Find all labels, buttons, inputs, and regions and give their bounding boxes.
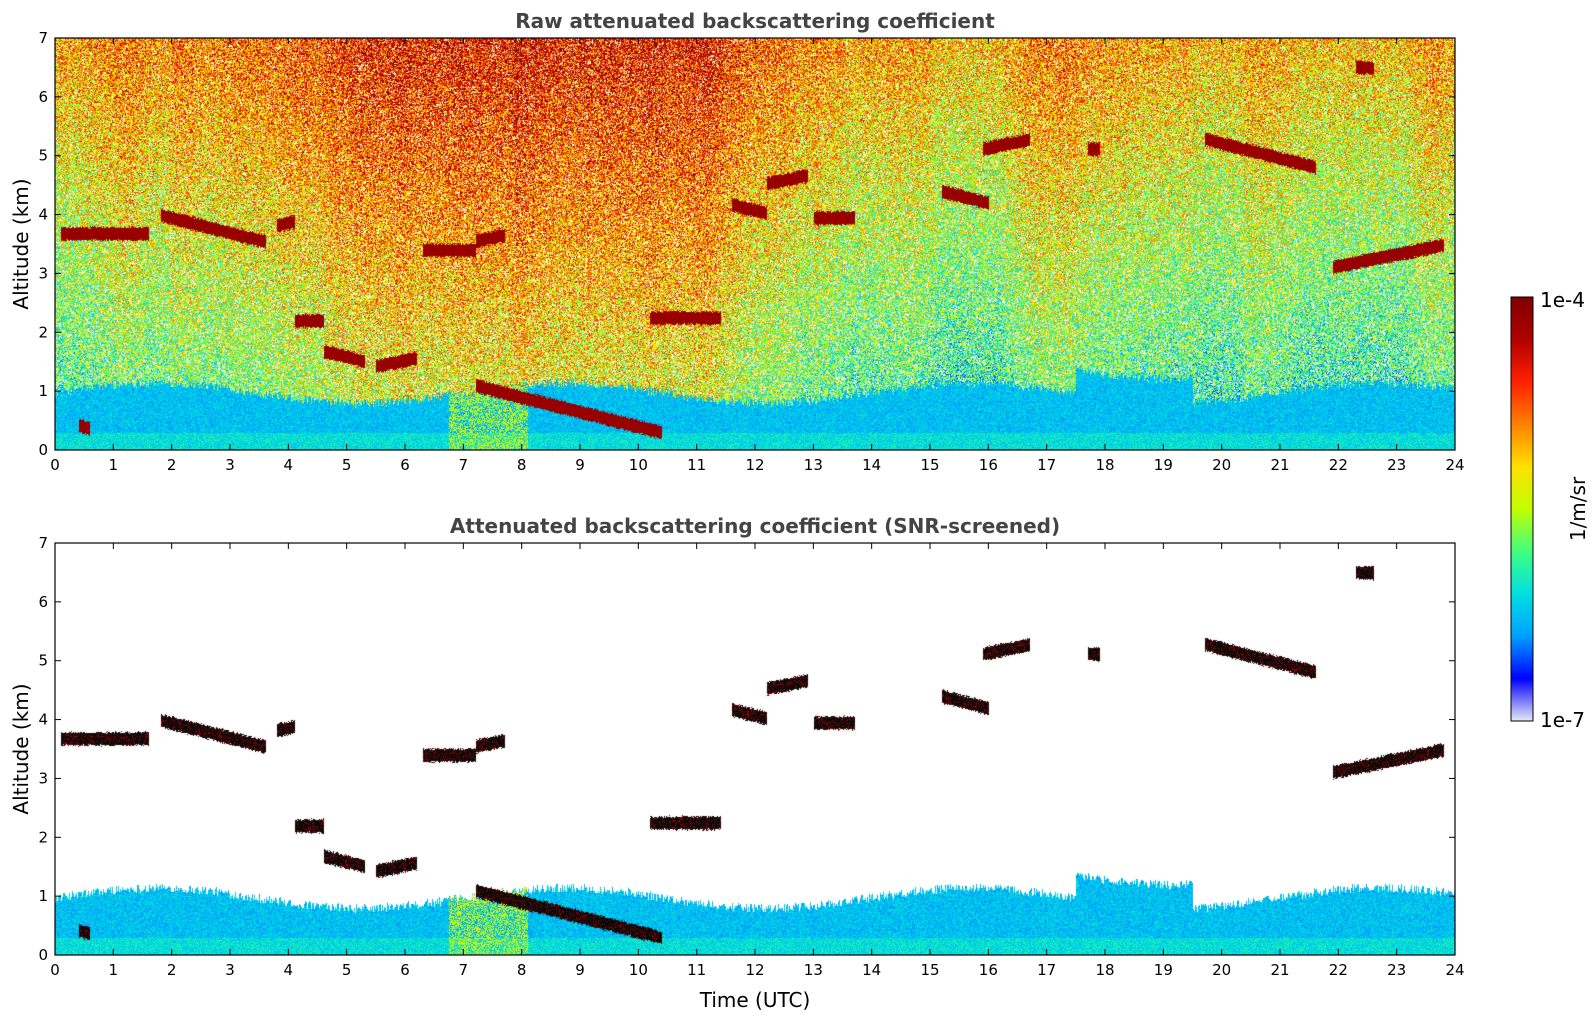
x-tick-label: 19 (1154, 456, 1173, 474)
x-tick-label: 20 (1212, 961, 1231, 979)
x-tick-label: 14 (862, 456, 881, 474)
x-tick-label: 3 (225, 961, 235, 979)
x-tick-label: 0 (50, 456, 60, 474)
colorbar-gradient (1510, 296, 1534, 722)
y-tick-label: 0 (38, 441, 48, 459)
x-tick-label: 18 (1095, 456, 1114, 474)
x-tick-label: 15 (920, 961, 939, 979)
x-tick-label: 1 (109, 961, 119, 979)
x-tick-label: 10 (629, 456, 648, 474)
colorbar-min-label: 1e-7 (1540, 708, 1585, 732)
y-axis-raw: 0 1 2 3 4 5 6 7 (38, 29, 1455, 459)
x-tick-label: 9 (575, 961, 585, 979)
x-tick-label: 15 (920, 456, 939, 474)
y-tick-label: 2 (38, 828, 48, 846)
y-tick-label: 7 (38, 534, 48, 552)
colorbar: 1e-4 1e-7 1/m/sr (1510, 288, 1590, 732)
x-axis-raw: 0 1 2 3 4 5 6 7 8 9 10 11 12 13 14 15 16 17 18 19 20 21 22 23 24 (50, 38, 1465, 474)
x-tick-label: 0 (50, 961, 60, 979)
x-tick-label: 9 (575, 456, 585, 474)
x-axis-label: Time (UTC) (699, 988, 811, 1012)
x-tick-label: 19 (1154, 961, 1173, 979)
x-tick-label: 22 (1329, 961, 1348, 979)
x-tick-label: 24 (1445, 456, 1464, 474)
x-tick-label: 11 (687, 961, 706, 979)
colorbar-max-label: 1e-4 (1540, 288, 1585, 312)
x-tick-label: 8 (517, 456, 527, 474)
x-tick-label: 16 (979, 456, 998, 474)
chart-title-screened: Attenuated backscattering coefficient (S… (450, 514, 1060, 538)
x-tick-label: 13 (804, 961, 823, 979)
x-tick-label: 10 (629, 961, 648, 979)
x-tick-label: 3 (225, 456, 235, 474)
x-tick-label: 8 (517, 961, 527, 979)
y-tick-label: 5 (38, 652, 48, 670)
x-tick-label: 21 (1270, 961, 1289, 979)
panel-raw: Raw attenuated backscattering coefficien… (9, 9, 1465, 474)
x-tick-label: 22 (1329, 456, 1348, 474)
y-axis-label-raw: Altitude (km) (9, 178, 33, 309)
x-tick-label: 11 (687, 456, 706, 474)
y-tick-label: 3 (38, 769, 48, 787)
y-tick-label: 4 (38, 711, 48, 729)
x-tick-label: 12 (745, 961, 764, 979)
y-tick-label: 6 (38, 88, 48, 106)
y-tick-label: 1 (38, 382, 48, 400)
x-tick-label: 7 (459, 961, 469, 979)
x-tick-label: 1 (109, 456, 119, 474)
y-axis-screened: 0 1 2 3 4 5 6 7 (38, 534, 1455, 964)
x-tick-label: 13 (804, 456, 823, 474)
x-tick-label: 6 (400, 456, 410, 474)
y-tick-label: 2 (38, 323, 48, 341)
y-tick-label: 1 (38, 887, 48, 905)
x-tick-label: 7 (459, 456, 469, 474)
x-tick-label: 18 (1095, 961, 1114, 979)
y-tick-label: 7 (38, 29, 48, 47)
panel-screened: Attenuated backscattering coefficient (S… (9, 514, 1465, 1012)
x-tick-label: 17 (1037, 961, 1056, 979)
y-axis-label-screened: Altitude (km) (9, 683, 33, 814)
x-tick-label: 20 (1212, 456, 1231, 474)
y-tick-label: 0 (38, 946, 48, 964)
x-tick-label: 21 (1270, 456, 1289, 474)
x-tick-label: 5 (342, 456, 352, 474)
x-tick-label: 23 (1387, 961, 1406, 979)
x-tick-label: 23 (1387, 456, 1406, 474)
y-tick-label: 3 (38, 264, 48, 282)
x-tick-label: 5 (342, 961, 352, 979)
heatmap-raw (55, 38, 1455, 450)
chart-title-raw: Raw attenuated backscattering coefficien… (515, 9, 995, 33)
x-tick-label: 6 (400, 961, 410, 979)
x-tick-label: 2 (167, 961, 177, 979)
x-tick-label: 24 (1445, 961, 1464, 979)
x-tick-label: 4 (284, 456, 294, 474)
x-axis-screened: 0 1 2 3 4 5 6 7 8 9 10 11 12 13 14 15 16 17 18 19 20 21 22 23 24 (50, 543, 1465, 979)
x-tick-label: 4 (284, 961, 294, 979)
x-tick-label: 17 (1037, 456, 1056, 474)
x-tick-label: 12 (745, 456, 764, 474)
x-tick-label: 2 (167, 456, 177, 474)
x-tick-label: 16 (979, 961, 998, 979)
y-tick-label: 5 (38, 147, 48, 165)
colorbar-label: 1/m/sr (1566, 476, 1590, 541)
y-tick-label: 6 (38, 593, 48, 611)
heatmap-screened (55, 543, 1455, 955)
x-tick-label: 14 (862, 961, 881, 979)
y-tick-label: 4 (38, 206, 48, 224)
